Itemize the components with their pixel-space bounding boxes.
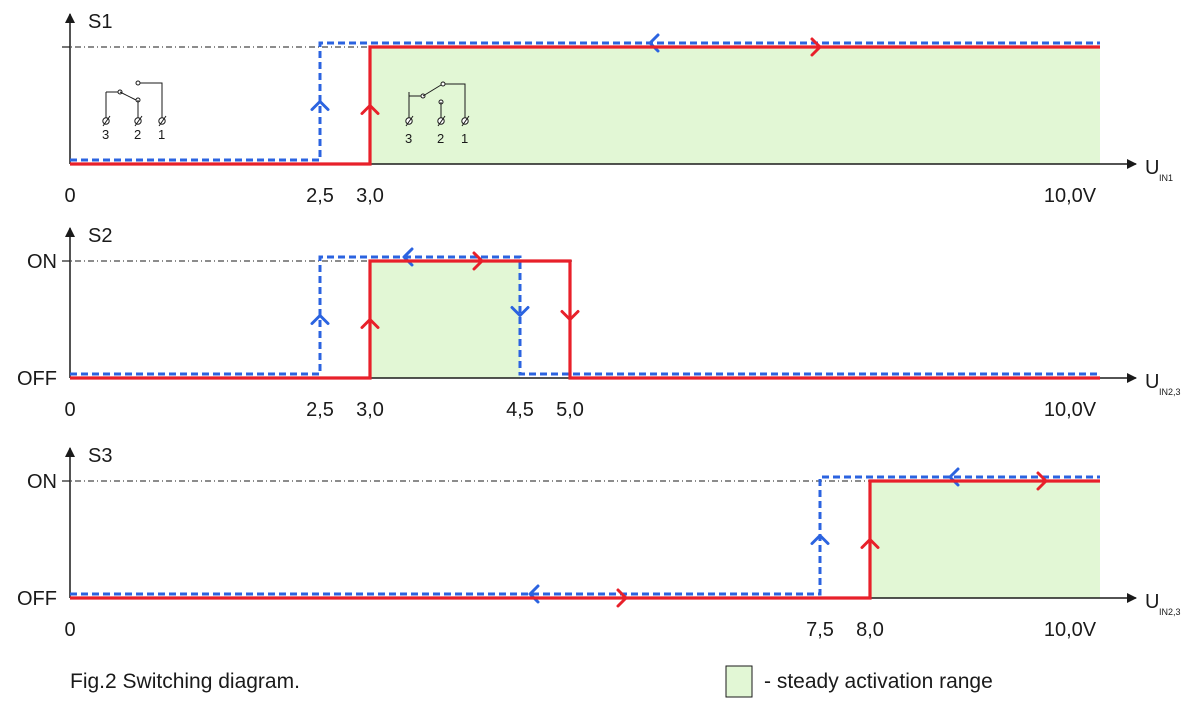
figure-caption: Fig.2 Switching diagram. xyxy=(70,670,300,693)
direction-arrow xyxy=(810,534,830,545)
rising-trace xyxy=(70,251,1100,380)
chart-title: S2 xyxy=(88,225,112,247)
x-tick-label: 10,0V xyxy=(1044,399,1097,421)
rising-trace xyxy=(70,471,1100,608)
direction-arrow xyxy=(860,538,880,549)
terminal-label: 1 xyxy=(461,131,468,146)
terminal-label: 2 xyxy=(437,131,444,146)
active-range xyxy=(370,47,1100,164)
direction-arrow xyxy=(1036,471,1048,491)
x-tick-label: 4,5 xyxy=(506,399,534,421)
x-tick-label: 7,5 xyxy=(806,619,834,641)
direction-arrow xyxy=(360,318,380,329)
legend-label: - steady activation range xyxy=(764,670,993,693)
x-tick-label: 2,5 xyxy=(306,399,334,421)
x-tick-label: 0 xyxy=(64,185,75,207)
chart-title: S3 xyxy=(88,445,112,467)
direction-arrow xyxy=(310,100,330,111)
direction-arrow xyxy=(810,37,822,57)
x-tick-label: 8,0 xyxy=(856,619,884,641)
direction-arrow xyxy=(616,588,628,608)
x-tick-label: 3,0 xyxy=(356,185,384,207)
active-range xyxy=(870,481,1100,598)
x-axis-main-label: U xyxy=(1145,157,1159,179)
y-high-label: ON xyxy=(27,471,57,493)
contact-symbol-off xyxy=(102,80,167,127)
direction-arrow xyxy=(510,306,530,317)
x-axis-sub-label: IN2,3 xyxy=(1159,387,1181,397)
falling-line xyxy=(70,255,1100,376)
direction-arrow xyxy=(360,104,380,115)
direction-arrow xyxy=(472,251,484,271)
x-axis-sub-label: IN1 xyxy=(1159,173,1173,183)
x-tick-label: 5,0 xyxy=(556,399,584,421)
chart-title: S1 xyxy=(88,11,112,33)
direction-arrow xyxy=(560,310,580,321)
y-high-label: ON xyxy=(27,251,57,273)
legend-swatch xyxy=(725,665,753,698)
terminal-label: 1 xyxy=(158,127,165,142)
y-low-label: OFF xyxy=(17,588,57,610)
y-low-label: OFF xyxy=(17,368,57,390)
x-axis-main-label: U xyxy=(1145,591,1159,613)
x-axis-main-label: U xyxy=(1145,371,1159,393)
active-range xyxy=(370,261,520,378)
active-range-fill xyxy=(870,481,1100,598)
x-tick-labels: 0 2,5 3,0 10,0V xyxy=(64,185,1096,207)
falling-trace xyxy=(70,247,1100,376)
terminal-label: 2 xyxy=(134,127,141,142)
rising-trace xyxy=(70,37,1100,166)
x-axis-sub-label: IN2,3 xyxy=(1159,607,1181,617)
chart-s1: S1 U IN1 0 2,5 3,0 10,0V 3 2 1 xyxy=(62,11,1173,207)
chart-s2: S2 ON OFF U IN2,3 0 2,5 3,0 4,5 5,0 10,0V xyxy=(17,225,1181,421)
terminal-label: 3 xyxy=(405,131,412,146)
x-tick-label: 2,5 xyxy=(306,185,334,207)
direction-arrow xyxy=(310,314,330,325)
active-range-fill xyxy=(370,261,520,378)
active-range-fill xyxy=(370,47,1100,164)
x-tick-label: 10,0V xyxy=(1044,619,1097,641)
x-tick-label: 0 xyxy=(64,619,75,641)
x-tick-labels: 0 7,5 8,0 10,0V xyxy=(64,619,1096,641)
contact-symbol-on xyxy=(405,81,470,127)
x-tick-labels: 0 2,5 3,0 4,5 5,0 10,0V xyxy=(64,399,1096,421)
terminal-label: 3 xyxy=(102,127,109,142)
x-tick-label: 10,0V xyxy=(1044,185,1097,207)
chart-s3: S3 ON OFF U IN2,3 0 7,5 8,0 10,0V xyxy=(17,445,1181,641)
x-tick-label: 0 xyxy=(64,399,75,421)
rising-line xyxy=(70,259,1100,380)
x-tick-label: 3,0 xyxy=(356,399,384,421)
